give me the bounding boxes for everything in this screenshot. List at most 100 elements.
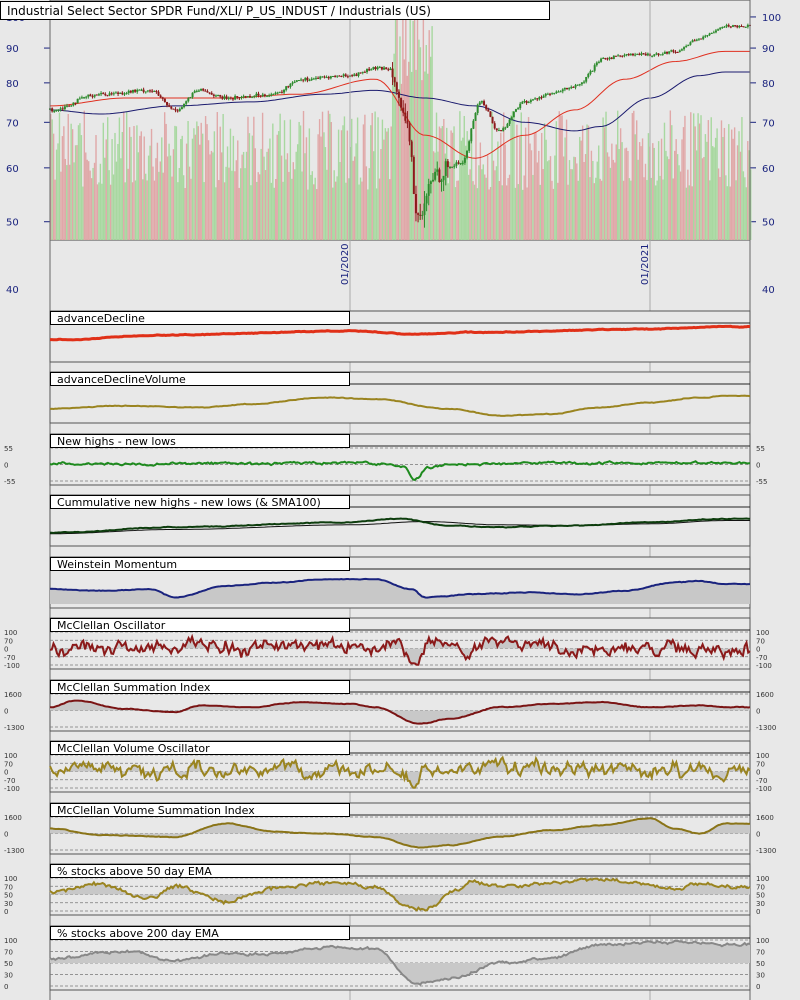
volume-bar	[381, 119, 384, 240]
volume-bar	[313, 184, 315, 240]
volume-bar	[748, 150, 750, 240]
candle-body	[210, 92, 213, 95]
candle-body	[172, 108, 175, 110]
volume-bar	[353, 156, 356, 240]
volume-bar	[432, 151, 435, 240]
volume-bar	[188, 166, 191, 240]
candle-body	[438, 169, 441, 183]
candle-body	[604, 57, 607, 59]
mcclellan-volume-oscillator-title: McClellan Volume Oscillator	[50, 741, 350, 755]
volume-bar	[158, 171, 160, 240]
advance-decline-volume-line	[49, 394, 751, 417]
candle-body	[357, 72, 360, 76]
candle-body	[578, 84, 581, 86]
candle-body	[308, 80, 311, 82]
volume-bar	[68, 164, 71, 240]
volume-bar	[571, 169, 574, 240]
candle-body	[406, 120, 409, 124]
candle-body	[102, 93, 105, 95]
chart-title: Industrial Select Sector SPDR Fund/XLI/ …	[0, 1, 550, 20]
volume-bar	[674, 150, 676, 240]
volume-bar	[735, 180, 737, 240]
volume-bar	[294, 169, 296, 240]
volume-bar	[136, 125, 138, 240]
volume-bar	[501, 185, 503, 240]
candle-body	[695, 39, 698, 41]
volume-bar	[685, 187, 688, 240]
candle-body	[246, 96, 249, 98]
volume-bar	[655, 185, 657, 240]
candle-body	[244, 96, 247, 98]
candle-body	[278, 91, 281, 93]
volume-bar	[448, 161, 451, 240]
volume-bar	[710, 117, 712, 240]
volume-bar	[182, 175, 185, 240]
volume-bar	[460, 140, 463, 240]
volume-bar	[716, 128, 718, 240]
volume-bar	[393, 53, 395, 241]
volume-bar	[524, 127, 527, 240]
volume-bar	[406, 75, 408, 241]
pct-above-200ema-ytick-right: 70	[756, 949, 765, 957]
new-highs-lows-ytick-right: 55	[756, 445, 765, 453]
mcclellan-summation-line	[49, 699, 751, 725]
volume-bar	[584, 154, 587, 240]
volume-bar	[592, 160, 594, 240]
volume-bar	[479, 142, 482, 240]
candle-body	[463, 157, 466, 163]
volume-bar	[342, 125, 344, 240]
volume-bar	[713, 147, 715, 240]
volume-bar	[362, 124, 365, 240]
candle-body	[125, 92, 128, 94]
volume-bar	[79, 123, 81, 240]
volume-bar	[541, 132, 543, 240]
volume-bar	[156, 142, 159, 240]
volume-bar	[93, 162, 96, 240]
volume-bar	[165, 123, 167, 240]
volume-bar	[215, 187, 217, 240]
candle-body	[197, 90, 200, 92]
volume-bar	[343, 116, 346, 240]
volume-bar	[282, 181, 284, 240]
volume-bar	[298, 121, 300, 240]
volume-bar	[545, 139, 547, 240]
pct-above-200ema-area	[50, 940, 750, 985]
candle-body	[306, 77, 309, 81]
volume-bar	[478, 165, 480, 240]
candle-body	[625, 54, 628, 56]
volume-bar	[549, 156, 552, 240]
mcclellan-oscillator-line	[49, 633, 751, 666]
candle-body	[668, 51, 671, 54]
candle-body	[744, 26, 747, 28]
volume-bar	[519, 136, 521, 240]
candle-body	[455, 162, 458, 166]
volume-bar	[226, 146, 229, 240]
volume-bar	[399, 36, 401, 240]
volume-bar	[291, 178, 293, 240]
candle-body	[253, 96, 256, 98]
volume-bar	[612, 159, 615, 240]
volume-bar	[555, 121, 558, 240]
new-highs-lows-ytick-left: -55	[4, 478, 15, 486]
volume-bar	[125, 111, 128, 241]
volume-bar	[140, 131, 143, 240]
volume-bar	[466, 131, 468, 240]
volume-bar	[527, 117, 530, 240]
volume-bar	[326, 169, 328, 240]
volume-bar	[57, 143, 59, 240]
volume-bar	[457, 180, 460, 240]
candle-body	[678, 50, 681, 52]
candle-body	[212, 94, 215, 96]
volume-bar	[279, 113, 281, 240]
mcclellan-summation-ytick-left: 1600	[4, 691, 22, 699]
volume-bar	[108, 170, 110, 240]
volume-bar	[247, 116, 249, 240]
mcclellan-volume-oscillator-line	[49, 755, 751, 789]
candle-body	[580, 82, 583, 85]
price-ytick-left: 50	[6, 218, 19, 229]
mcclellan-oscillator-title: McClellan Oscillator	[50, 618, 350, 632]
volume-bar	[719, 176, 721, 240]
candle-body	[287, 86, 290, 88]
volume-bar	[690, 112, 692, 240]
candle-body	[100, 93, 103, 95]
